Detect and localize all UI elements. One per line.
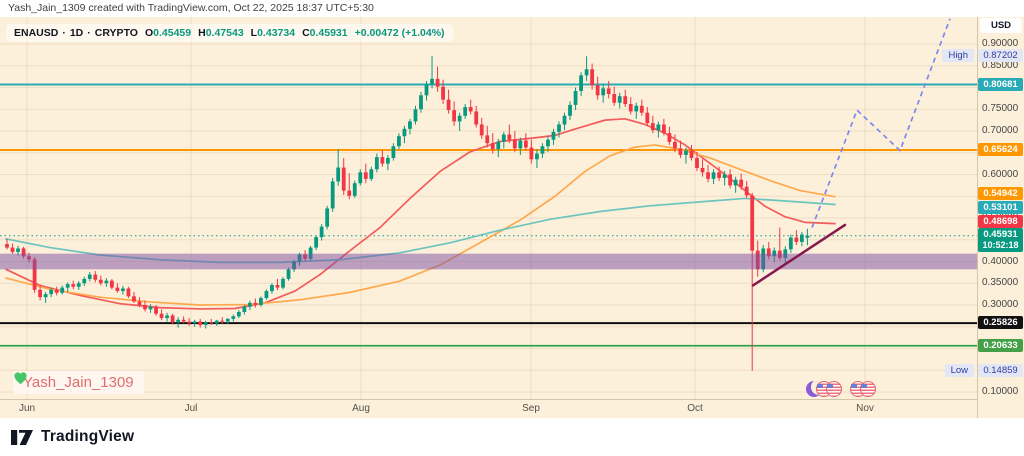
price-tick: 0.60000 bbox=[982, 168, 1019, 180]
price-tick: 0.85000 bbox=[982, 59, 1019, 71]
price-tick: 0.10000 bbox=[982, 386, 1019, 397]
high-label-chip: High bbox=[942, 49, 974, 63]
ohlc-open: O0.45459 bbox=[144, 27, 192, 39]
footer: TradingView bbox=[0, 418, 1024, 456]
tradingview-logo-icon[interactable] bbox=[10, 429, 34, 446]
heart-icon bbox=[14, 372, 27, 385]
tradingview-brand-text[interactable]: TradingView bbox=[41, 428, 135, 445]
sticker-cluster bbox=[806, 381, 842, 397]
ohlc-low: L0.43734 bbox=[250, 27, 296, 39]
price-tick: 0.30000 bbox=[982, 299, 1019, 310]
month-label: Oct bbox=[687, 403, 703, 414]
price-badge: 0.54942 bbox=[978, 186, 1023, 200]
price-tick: 0.90000 bbox=[982, 38, 1019, 49]
price-tick: 0.35000 bbox=[982, 277, 1019, 289]
separator-dot: · bbox=[62, 27, 66, 39]
month-label: Jul bbox=[184, 403, 198, 414]
month-label: Nov bbox=[856, 403, 874, 414]
ohlc-high: H0.47543 bbox=[198, 27, 244, 39]
attribution-text: Yash_Jain_1309 created with TradingView.… bbox=[0, 0, 1024, 17]
symbol-name[interactable]: ENAUSD bbox=[14, 27, 59, 39]
month-label: Sep bbox=[522, 403, 540, 414]
price-badge: 0.53101 bbox=[978, 200, 1023, 214]
sticker-icons bbox=[806, 381, 876, 397]
chart-row: ENAUSD · 1D · CRYPTO O0.45459 H0.47543 L0.43734… bbox=[0, 17, 1024, 418]
price-scale[interactable]: USD 0.90000 0.85000 0.75000 0.70000 0.60000 0… bbox=[977, 17, 1024, 418]
chart-area[interactable]: ENAUSD · 1D · CRYPTO O0.45459 H0.47543 L0.43734… bbox=[0, 17, 977, 418]
change-value: +0.00472 (+1.04%) bbox=[354, 27, 445, 39]
price-badge: 0.48698 bbox=[978, 214, 1023, 228]
flag-sticker-icon bbox=[860, 381, 876, 397]
watermark-name: Yash_Jain_1309 bbox=[23, 374, 134, 391]
currency-badge: USD bbox=[980, 18, 1022, 33]
user-watermark: Yash_Jain_1309 bbox=[13, 371, 144, 394]
low-label-chip: Low bbox=[944, 363, 974, 377]
price-badge: 0.80681 bbox=[978, 77, 1023, 91]
price-tick: 0.70000 bbox=[982, 125, 1019, 136]
flag-sticker-icon bbox=[826, 381, 842, 397]
price-tick: 0.40000 bbox=[982, 255, 1019, 267]
time-axis[interactable]: Jun Jul Aug Sep Oct Nov bbox=[0, 399, 977, 418]
price-badge: 0.25826 bbox=[978, 316, 1023, 330]
timeframe-label[interactable]: 1D bbox=[69, 27, 84, 39]
sticker-cluster bbox=[850, 381, 876, 397]
high-value-chip: 0.87202 bbox=[978, 49, 1023, 63]
price-tick: 0.75000 bbox=[982, 103, 1019, 115]
symbol-info-bar[interactable]: ENAUSD · 1D · CRYPTO O0.45459 H0.47543 L0.43734… bbox=[6, 24, 453, 42]
price-badge: 0.45931 10:52:18 bbox=[978, 227, 1023, 252]
low-value-chip: 0.14859 bbox=[978, 363, 1023, 377]
month-label: Aug bbox=[352, 403, 370, 414]
month-label: Jun bbox=[18, 403, 36, 414]
price-badge: 0.65624 bbox=[978, 143, 1023, 157]
separator-dot: · bbox=[87, 27, 91, 39]
market-label: CRYPTO bbox=[94, 27, 138, 39]
candlestick-chart[interactable] bbox=[0, 17, 977, 400]
ohlc-close: C0.45931 bbox=[302, 27, 348, 39]
price-badge: 0.20633 bbox=[978, 338, 1023, 352]
